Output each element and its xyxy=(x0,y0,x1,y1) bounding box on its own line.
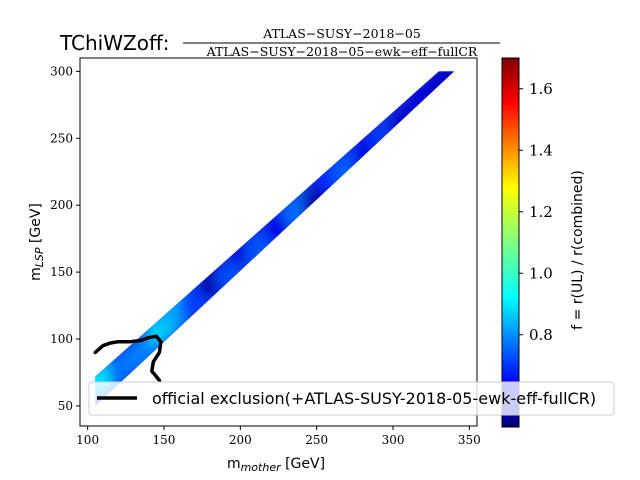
colorbar: 0.60.81.01.21.41.6 f = r(UL) / r(combine… xyxy=(501,57,586,428)
title-denominator: ATLAS−SUSY−2018−05−ewk−eff−fullCR xyxy=(206,44,478,59)
legend: official exclusion(+ATLAS-SUSY-2018-05-e… xyxy=(88,381,615,416)
x-axis-label-unit: [GeV] xyxy=(281,456,325,472)
colorbar-tick-label: 0.8 xyxy=(529,326,553,344)
x-tick-label: 300 xyxy=(382,433,405,447)
y-tick-label: 150 xyxy=(50,265,73,279)
y-tick-label: 300 xyxy=(50,64,73,78)
x-tick-label: 350 xyxy=(458,433,481,447)
colorbar-gradient xyxy=(501,57,520,428)
x-axis-label: mmother [GeV] xyxy=(227,456,325,474)
x-tick-label: 100 xyxy=(76,433,99,447)
title-numerator: ATLAS−SUSY−2018−05 xyxy=(262,26,421,41)
legend-box xyxy=(88,381,615,416)
y-tick-label: 100 xyxy=(50,332,73,346)
plot-frame xyxy=(79,57,478,427)
colorbar-tick-label: 1.4 xyxy=(529,141,553,159)
colorbar-tick-label: 1.0 xyxy=(529,264,553,282)
x-axis-ticks: 100 150 200 250 300 350 xyxy=(76,426,481,447)
colorbar-tick-label: 1.6 xyxy=(529,80,553,98)
colorbar-ticks: 0.60.81.01.21.41.6 xyxy=(519,80,553,405)
colorbar-tick-label: 1.2 xyxy=(529,203,553,221)
y-tick-label: 50 xyxy=(58,399,73,413)
plot-area: 100 150 200 250 300 350 50 100 150 200 250 300 xyxy=(50,57,481,447)
y-axis-ticks: 50 100 150 200 250 300 xyxy=(50,64,80,413)
y-axis-label-main: m xyxy=(28,267,44,281)
x-tick-label: 200 xyxy=(229,433,252,447)
chart-title: TChiWZoff: xyxy=(59,31,169,55)
y-tick-label: 200 xyxy=(50,198,73,212)
x-tick-label: 250 xyxy=(305,433,328,447)
x-axis-label-main: m xyxy=(227,456,241,472)
x-tick-label: 150 xyxy=(153,433,176,447)
colorbar-label: f = r(UL) / r(combined) xyxy=(570,170,586,330)
legend-entry-exclusion: official exclusion(+ATLAS-SUSY-2018-05-e… xyxy=(152,389,596,408)
plot-background xyxy=(80,58,477,426)
exclusion-line xyxy=(93,334,163,383)
x-axis-label-sub: mother xyxy=(241,461,282,474)
y-axis-label-sub: LSP xyxy=(33,247,46,267)
y-tick-label: 250 xyxy=(50,131,73,145)
y-axis-label-unit: [GeV] xyxy=(28,203,44,247)
y-axis-label: mLSP [GeV] xyxy=(28,203,46,281)
